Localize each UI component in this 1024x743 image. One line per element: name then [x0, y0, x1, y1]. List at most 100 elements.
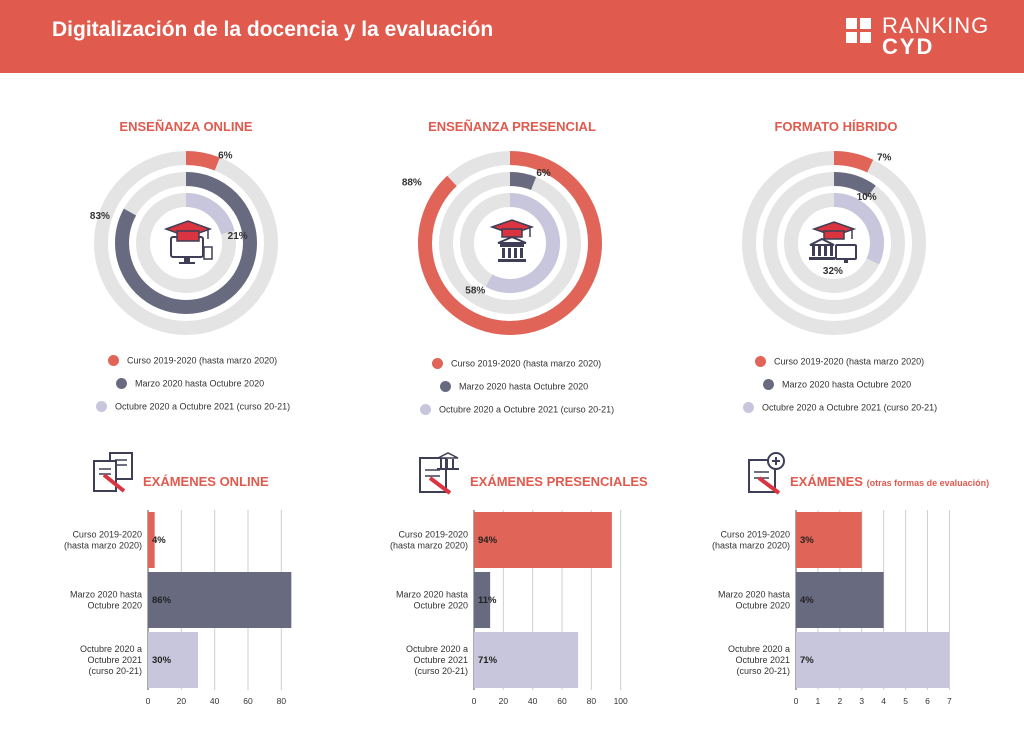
category-label: (hasta marzo 2020)	[64, 541, 142, 551]
legend-label: Marzo 2020 hasta Octubre 2020	[782, 379, 912, 390]
x-tick-label: 0	[472, 696, 477, 706]
bar-title-online: EXÁMENES ONLINE	[143, 474, 269, 489]
logo-square	[860, 32, 871, 43]
x-tick-label: 3	[859, 696, 864, 706]
donut-title-hibrido: FORMATO HÍBRIDO	[774, 119, 898, 134]
bar-title-text: EXÁMENES PRESENCIALES	[470, 474, 648, 489]
legend-item: Curso 2019-2020 (hasta marzo 2020)	[432, 358, 601, 370]
donut-value-label: 88%	[402, 178, 422, 189]
bar-title-text: EXÁMENES ONLINE	[143, 474, 269, 489]
legend-item: Octubre 2020 a Octubre 2021 (curso 20-21…	[96, 401, 291, 413]
logo-text-ranking: RANKING	[882, 13, 990, 38]
x-tick-label: 80	[587, 696, 597, 706]
bar-value-label: 4%	[152, 535, 166, 546]
x-tick-label: 80	[277, 696, 287, 706]
x-tick-label: 100	[614, 696, 628, 706]
x-tick-label: 5	[903, 696, 908, 706]
bar-value-label: 30%	[152, 655, 172, 666]
donut-chart-presencial: 88% 6% 58%	[402, 151, 602, 335]
legend-dot	[743, 402, 754, 414]
donut-arc	[784, 193, 884, 293]
donut-arc	[115, 172, 257, 314]
bar	[474, 512, 612, 568]
donut-chart-online: 6% 83% 21%	[90, 151, 278, 335]
bar	[796, 632, 950, 688]
legend-item: Marzo 2020 hasta Octubre 2020	[440, 381, 588, 393]
x-tick-label: 20	[499, 696, 509, 706]
donut-value-label: 7%	[877, 153, 892, 164]
bar-title-text: EXÁMENES	[790, 474, 863, 489]
legend-label: Curso 2019-2020 (hasta marzo 2020)	[127, 355, 278, 366]
legend-label: Octubre 2020 a Octubre 2021 (curso 20-21…	[439, 404, 615, 415]
legend-label: Octubre 2020 a Octubre 2021 (curso 20-21…	[115, 401, 291, 412]
bar-value-label: 3%	[800, 535, 814, 546]
donut-title-presencial: ENSEÑANZA PRESENCIAL	[428, 119, 596, 134]
x-tick-label: 0	[794, 696, 799, 706]
donut-value-label: 10%	[857, 192, 877, 203]
category-label: Marzo 2020 hasta	[396, 590, 468, 600]
donut-arc	[763, 172, 905, 314]
x-tick-label: 7	[947, 696, 952, 706]
bar	[796, 572, 884, 628]
computer-graduation-cap-icon	[163, 220, 213, 264]
bar-chart-examenes-presenciales: 0 20 40 60 80 100 94% Curso 2019-2020(hasta mar…	[390, 510, 628, 706]
donut-value-label: 83%	[90, 211, 110, 222]
donut-value-label: 32%	[823, 266, 843, 277]
x-tick-label: 20	[177, 696, 187, 706]
bar	[148, 572, 292, 628]
legend-item: Octubre 2020 a Octubre 2021 (curso 20-21…	[743, 402, 937, 414]
category-label: Octubre 2020	[413, 601, 468, 611]
bar	[148, 632, 198, 688]
logo-square	[860, 18, 871, 29]
document-building-pencil-icon	[419, 452, 459, 495]
legend-dot	[96, 401, 107, 413]
category-label: Octubre 2020 a	[406, 644, 468, 654]
category-label: (hasta marzo 2020)	[712, 541, 790, 551]
bar-value-label: 86%	[152, 595, 172, 606]
bar-title-otras: EXÁMENES (otras formas de evaluación)	[790, 474, 989, 489]
category-label: Octubre 2020 a	[80, 644, 142, 654]
donut-arc	[460, 193, 560, 293]
x-tick-label: 40	[528, 696, 538, 706]
x-tick-label: 40	[210, 696, 220, 706]
donut-value-label: 6%	[218, 151, 233, 162]
category-label: (curso 20-21)	[736, 666, 790, 676]
legend-item: Marzo 2020 hasta Octubre 2020	[116, 378, 264, 390]
legend-dot	[440, 381, 451, 393]
category-label: (hasta marzo 2020)	[390, 541, 468, 551]
bar-chart-examenes-online: 0 20 40 60 80 4% Curso 2019-2020(hasta marzo 2…	[64, 510, 292, 706]
x-tick-label: 6	[925, 696, 930, 706]
category-label: Marzo 2020 hasta	[70, 590, 142, 600]
x-tick-label: 1	[816, 696, 821, 706]
logo-square	[846, 32, 857, 43]
donut-arc	[136, 193, 236, 293]
legend-dot	[420, 404, 431, 416]
category-label: Octubre 2020	[87, 601, 142, 611]
bar-value-label: 4%	[800, 595, 814, 606]
logo-text-cyd: CYD	[882, 34, 935, 59]
header-banner: Digitalización de la docencia y la evalu…	[0, 0, 1024, 73]
legend-dot	[108, 355, 119, 367]
bar	[796, 512, 862, 568]
donut-chart-hibrido: 7% 10% 32%	[742, 151, 926, 335]
bar-value-label: 71%	[478, 655, 498, 666]
legend-dot	[116, 378, 127, 390]
category-label: Octubre 2021	[735, 655, 790, 665]
legend-item: Curso 2019-2020 (hasta marzo 2020)	[108, 355, 278, 367]
category-label: Octubre 2021	[413, 655, 468, 665]
x-tick-label: 60	[243, 696, 253, 706]
x-tick-label: 4	[881, 696, 886, 706]
logo-square	[846, 18, 857, 29]
category-label: Octubre 2020 a	[728, 644, 790, 654]
bar-value-label: 7%	[800, 655, 814, 666]
legend-dot	[763, 379, 774, 391]
documents-pencil-icon	[93, 452, 133, 493]
x-tick-label: 0	[146, 696, 151, 706]
legend-item: Curso 2019-2020 (hasta marzo 2020)	[755, 356, 924, 368]
bar	[474, 632, 579, 688]
bar-value-label: 11%	[478, 595, 497, 606]
category-label: (curso 20-21)	[414, 666, 468, 676]
donut-title-online: ENSEÑANZA ONLINE	[119, 119, 253, 134]
donut-arc	[418, 151, 602, 335]
donut-arc	[439, 172, 581, 314]
